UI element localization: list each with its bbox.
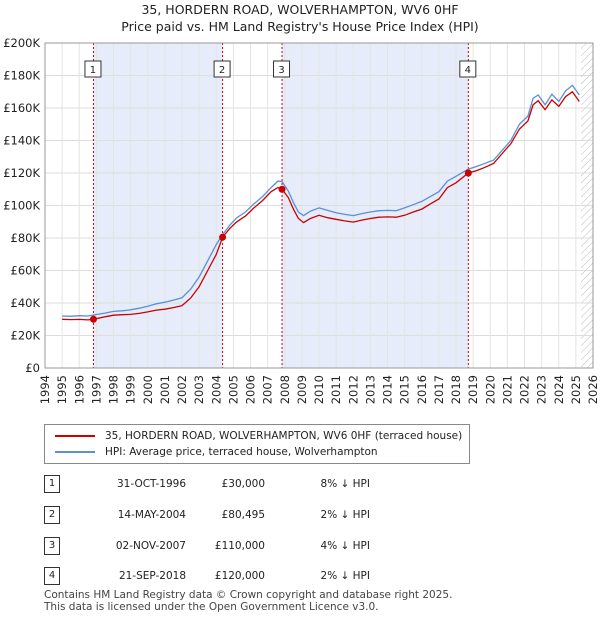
legend-item-property: 35, HORDERN ROAD, WOLVERHAMPTON, WV6 0HF… <box>45 428 462 444</box>
price-chart: 1 2 3 4 £0 £20K £40K £60K £80K £100K £120K £140K £16… <box>3 36 600 404</box>
x-tick-label: 2024 <box>552 375 566 404</box>
sale-price: £120,000 <box>214 570 265 582</box>
legend-label-hpi: HPI: Average price, terraced house, Wolv… <box>105 446 378 458</box>
x-tick-label: 2022 <box>518 375 532 404</box>
sale-point <box>219 233 227 241</box>
x-tick-label: 2019 <box>466 375 480 404</box>
x-tick-label: 1998 <box>107 375 121 404</box>
x-tick-label: 2010 <box>312 375 326 404</box>
sale-date: 02-NOV-2007 <box>115 540 186 552</box>
x-tick-label: 2016 <box>415 375 429 404</box>
sale-number-box <box>273 60 291 78</box>
y-tick-label: £160K <box>3 101 40 115</box>
sale-hpi-diff: 2% ↓ HPI <box>320 570 370 582</box>
sale-number-box <box>459 60 477 78</box>
legend-item-hpi: HPI: Average price, terraced house, Wolv… <box>45 444 378 460</box>
y-tick-label: £100K <box>3 199 40 213</box>
x-tick-label: 1996 <box>72 375 86 404</box>
x-tick-label: 2003 <box>192 375 206 404</box>
x-tick-label: 2018 <box>449 375 463 404</box>
y-tick-label: £40K <box>11 296 41 310</box>
x-tick-label: 2015 <box>398 375 412 404</box>
x-tick-label: 2004 <box>209 375 223 404</box>
sale-number-badge: 2 <box>44 506 60 524</box>
y-tick-label: £140K <box>3 134 40 148</box>
x-tick-label: 2023 <box>535 375 549 404</box>
table-row: 4 21-SEP-2018 £120,000 2% ↓ HPI <box>0 567 600 587</box>
x-tick-label: 2021 <box>500 375 514 404</box>
chart-legend: 35, HORDERN ROAD, WOLVERHAMPTON, WV6 0HF… <box>44 424 470 464</box>
chart-subtitle: Price paid vs. HM Land Registry's House … <box>121 19 479 34</box>
x-tick-label: 2012 <box>346 375 360 404</box>
x-tick-label: 1994 <box>38 375 52 404</box>
sale-number-badge: 4 <box>44 567 60 585</box>
x-tick-label: 2020 <box>483 375 497 404</box>
table-row: 3 02-NOV-2007 £110,000 4% ↓ HPI <box>0 537 600 557</box>
sale-number-label: 3 <box>278 65 284 76</box>
x-tick-label: 2002 <box>175 375 189 404</box>
sale-price: £110,000 <box>214 540 265 552</box>
sale-point <box>89 315 97 323</box>
x-tick-label: 2025 <box>569 375 583 404</box>
x-tick-label: 2008 <box>278 375 292 404</box>
sale-price: £80,495 <box>221 509 265 521</box>
x-tick-label: 2011 <box>329 375 343 404</box>
sale-hpi-diff: 2% ↓ HPI <box>320 509 370 521</box>
x-tick-label: 2026 <box>586 375 600 404</box>
sale-number-badge: 1 <box>44 475 60 493</box>
x-tick-label: 2006 <box>244 375 258 404</box>
sale-price: £30,000 <box>221 478 265 490</box>
sale-hpi-diff: 4% ↓ HPI <box>320 540 370 552</box>
x-tick-label: 2014 <box>381 375 395 404</box>
sale-number-box <box>84 60 102 78</box>
x-tick-label: 2001 <box>158 375 172 404</box>
x-tick-label: 1999 <box>124 375 138 404</box>
y-tick-label: £20K <box>11 329 41 343</box>
y-tick-label: £0 <box>25 361 40 375</box>
y-tick-label: £80K <box>11 231 41 245</box>
property-price-line <box>62 90 580 321</box>
sale-number-badge: 3 <box>44 537 60 555</box>
table-row: 2 14-MAY-2004 £80,495 2% ↓ HPI <box>0 506 600 526</box>
y-tick-label: £200K <box>3 36 40 50</box>
y-tick-label: £120K <box>3 166 40 180</box>
footer-line-2: This data is licensed under the Open Gov… <box>44 601 379 613</box>
x-tick-label: 2013 <box>363 375 377 404</box>
plot-border <box>44 42 594 369</box>
x-tick-label: 1997 <box>89 375 103 404</box>
x-tick-label: 2017 <box>432 375 446 404</box>
footer-line-1: Contains HM Land Registry data © Crown c… <box>44 589 453 601</box>
sale-point <box>278 185 286 193</box>
sale-number-label: 4 <box>465 65 471 76</box>
attribution-footer: Contains HM Land Registry data © Crown c… <box>44 589 452 613</box>
sale-date: 21-SEP-2018 <box>118 570 186 582</box>
sale-number-label: 2 <box>219 65 225 76</box>
legend-swatch-hpi <box>55 451 95 453</box>
chart-title: 35, HORDERN ROAD, WOLVERHAMPTON, WV6 0HF <box>141 2 459 17</box>
sale-number-label: 1 <box>90 65 96 76</box>
sale-point <box>464 169 472 177</box>
table-row: 1 31-OCT-1996 £30,000 8% ↓ HPI <box>0 475 600 495</box>
sale-date: 14-MAY-2004 <box>117 509 186 521</box>
x-tick-label: 1995 <box>55 375 69 404</box>
sale-date: 31-OCT-1996 <box>117 478 186 490</box>
hpi-line <box>62 84 580 317</box>
legend-swatch-property <box>55 435 95 437</box>
sale-number-box <box>213 60 231 78</box>
x-tick-label: 2007 <box>261 375 275 404</box>
x-tick-label: 2005 <box>226 375 240 404</box>
sale-hpi-diff: 8% ↓ HPI <box>320 478 370 490</box>
y-tick-label: £60K <box>11 264 41 278</box>
x-tick-label: 2000 <box>141 375 155 404</box>
legend-label-property: 35, HORDERN ROAD, WOLVERHAMPTON, WV6 0HF… <box>105 430 463 442</box>
y-tick-label: £180K <box>3 69 40 83</box>
x-tick-label: 2009 <box>295 375 309 404</box>
